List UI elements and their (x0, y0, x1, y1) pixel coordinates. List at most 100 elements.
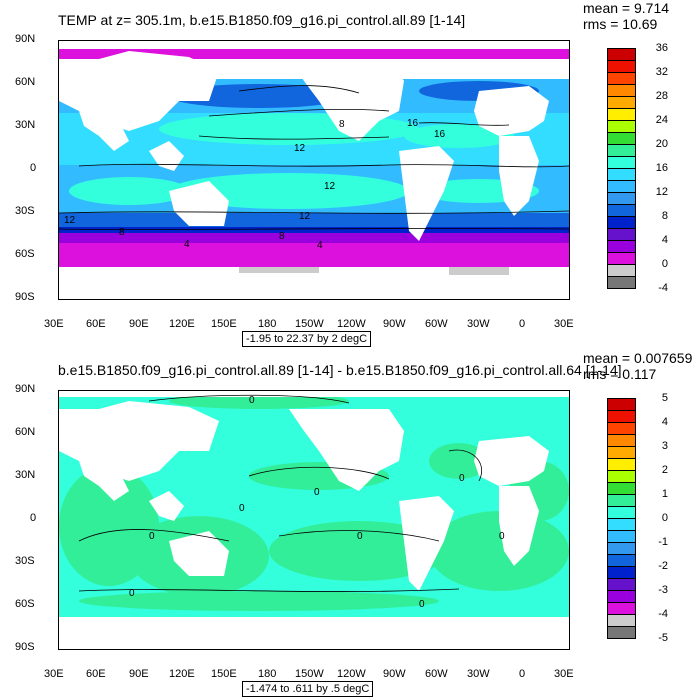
x-tick-label: 90W (383, 668, 406, 680)
contour-range-label: -1.474 to .611 by .5 degC (242, 681, 374, 697)
x-tick-label: 90E (129, 318, 149, 330)
x-tick-label: 120W (337, 668, 366, 680)
colorbar-label: 3 (661, 440, 668, 452)
x-tick-label: 0 (519, 318, 526, 330)
x-tick-label: 60E (86, 668, 106, 680)
contour-range-label: -1.95 to 22.37 by 2 degC (242, 331, 372, 347)
colorbar-labels: 36 32 28 24 20 16 12 8 4 0 -4 (644, 42, 674, 294)
contour-label: 8 (279, 231, 285, 242)
contour-label: 0 (357, 531, 363, 542)
colorbar-swatch (607, 626, 636, 639)
contour-label: 16 (434, 129, 446, 140)
colorbar-label: 24 (655, 114, 668, 126)
x-tick-label: 120E (169, 668, 195, 680)
colorbar-label: -4 (658, 282, 668, 294)
colorbar-label: 12 (655, 186, 668, 198)
x-tick-label: 30W (467, 668, 490, 680)
contour-label: 0 (459, 473, 465, 484)
colorbar-label: -2 (658, 560, 668, 572)
y-tick-label: 60N (15, 426, 36, 438)
x-tick-label: 90E (129, 668, 149, 680)
y-tick-label: 90N (15, 33, 36, 45)
difference-map-svg: 0 0 0 0 0 0 0 0 0 (59, 391, 569, 649)
mean-value: mean = 9.714 (583, 0, 670, 16)
colorbar-label: 32 (655, 66, 668, 78)
rms-value: rms = 0.117 (583, 366, 657, 382)
colorbar (607, 398, 637, 639)
y-tick-label: 0 (30, 512, 37, 524)
y-tick-label: 90N (15, 383, 36, 395)
colorbar-labels: 5 4 3 2 1 0 -1 -2 -3 -4 -5 (644, 392, 674, 644)
contour-label: 4 (317, 240, 323, 251)
y-tick-label: 30S (15, 555, 35, 567)
colorbar-label: 4 (661, 234, 668, 246)
colorbar-label: -3 (658, 584, 668, 596)
x-tick-label: 60W (425, 668, 448, 680)
colorbar-label: 0 (661, 258, 668, 270)
difference-panel: b.e15.B1850.f09_g16.pi_control.all.89 [1… (0, 350, 700, 700)
contour-label: 12 (299, 211, 311, 222)
x-tick-label: 30W (467, 318, 490, 330)
y-tick-label: 30S (15, 205, 35, 217)
contour-label: 4 (184, 239, 190, 250)
x-tick-label: 0 (519, 668, 526, 680)
y-tick-label: 90S (15, 641, 35, 653)
colorbar-label: 5 (661, 392, 668, 404)
colorbar-label: 8 (661, 210, 668, 222)
contour-label: 8 (339, 119, 345, 130)
panel-title: b.e15.B1850.f09_g16.pi_control.all.89 [1… (58, 362, 622, 378)
x-tick-label: 60E (86, 318, 106, 330)
x-tick-label: 30E (44, 318, 64, 330)
difference-map: 0 0 0 0 0 0 0 0 0 (58, 390, 570, 650)
x-tick-label: 180 (258, 318, 277, 330)
y-tick-label: 30N (15, 119, 36, 131)
x-tick-label: 30E (554, 668, 574, 680)
x-tick-label: 150W (295, 318, 324, 330)
y-tick-label: 0 (30, 162, 37, 174)
contour-label: 0 (149, 531, 155, 542)
colorbar-label: 4 (661, 416, 668, 428)
contour-label: 0 (419, 599, 425, 610)
colorbar-label: 16 (655, 162, 668, 174)
x-tick-label: 30E (44, 668, 64, 680)
colorbar-label: -4 (658, 608, 668, 620)
colorbar-label: 20 (655, 138, 668, 150)
contour-label: 8 (119, 227, 125, 238)
contour-label: 12 (64, 215, 76, 226)
temperature-map: 8 12 12 12 16 12 8 8 4 4 16 (58, 40, 570, 300)
y-tick-label: 60S (15, 248, 35, 260)
contour-label: 0 (249, 395, 255, 406)
colorbar-label: 36 (655, 42, 668, 54)
x-tick-label: 150E (211, 668, 237, 680)
colorbar-label: 1 (661, 488, 668, 500)
temperature-panel: TEMP at z= 305.1m, b.e15.B1850.f09_g16.p… (15, 0, 674, 347)
colorbar (607, 48, 637, 289)
colorbar-swatch (607, 276, 636, 289)
temperature-map-svg: 8 12 12 12 16 12 8 8 4 4 16 (59, 41, 569, 299)
y-tick-label: 60S (15, 598, 35, 610)
colorbar-label: 28 (655, 90, 668, 102)
colorbar-label: -5 (658, 632, 668, 644)
x-tick-label: 150W (295, 668, 324, 680)
panel-title: TEMP at z= 305.1m, b.e15.B1850.f09_g16.p… (58, 12, 466, 28)
contour-label: 0 (129, 588, 135, 599)
contour-label: 12 (294, 143, 306, 154)
contour-label: 0 (499, 531, 505, 542)
x-tick-label: 90W (383, 318, 406, 330)
x-tick-label: 30E (554, 318, 574, 330)
colorbar-label: -1 (658, 536, 668, 548)
mean-value: mean = 0.007659 (583, 350, 693, 366)
y-tick-label: 60N (15, 76, 36, 88)
y-tick-label: 90S (15, 291, 35, 303)
x-tick-label: 120W (337, 318, 366, 330)
colorbar-label: 0 (661, 512, 668, 524)
contour-label: 12 (324, 181, 336, 192)
colorbar-label: 2 (661, 464, 668, 476)
x-tick-label: 150E (211, 318, 237, 330)
contour-label: 0 (314, 487, 320, 498)
x-tick-label: 180 (258, 668, 277, 680)
rms-value: rms = 10.69 (583, 16, 658, 32)
x-tick-label: 120E (169, 318, 195, 330)
y-tick-label: 30N (15, 469, 36, 481)
contour-label: 16 (407, 118, 419, 129)
